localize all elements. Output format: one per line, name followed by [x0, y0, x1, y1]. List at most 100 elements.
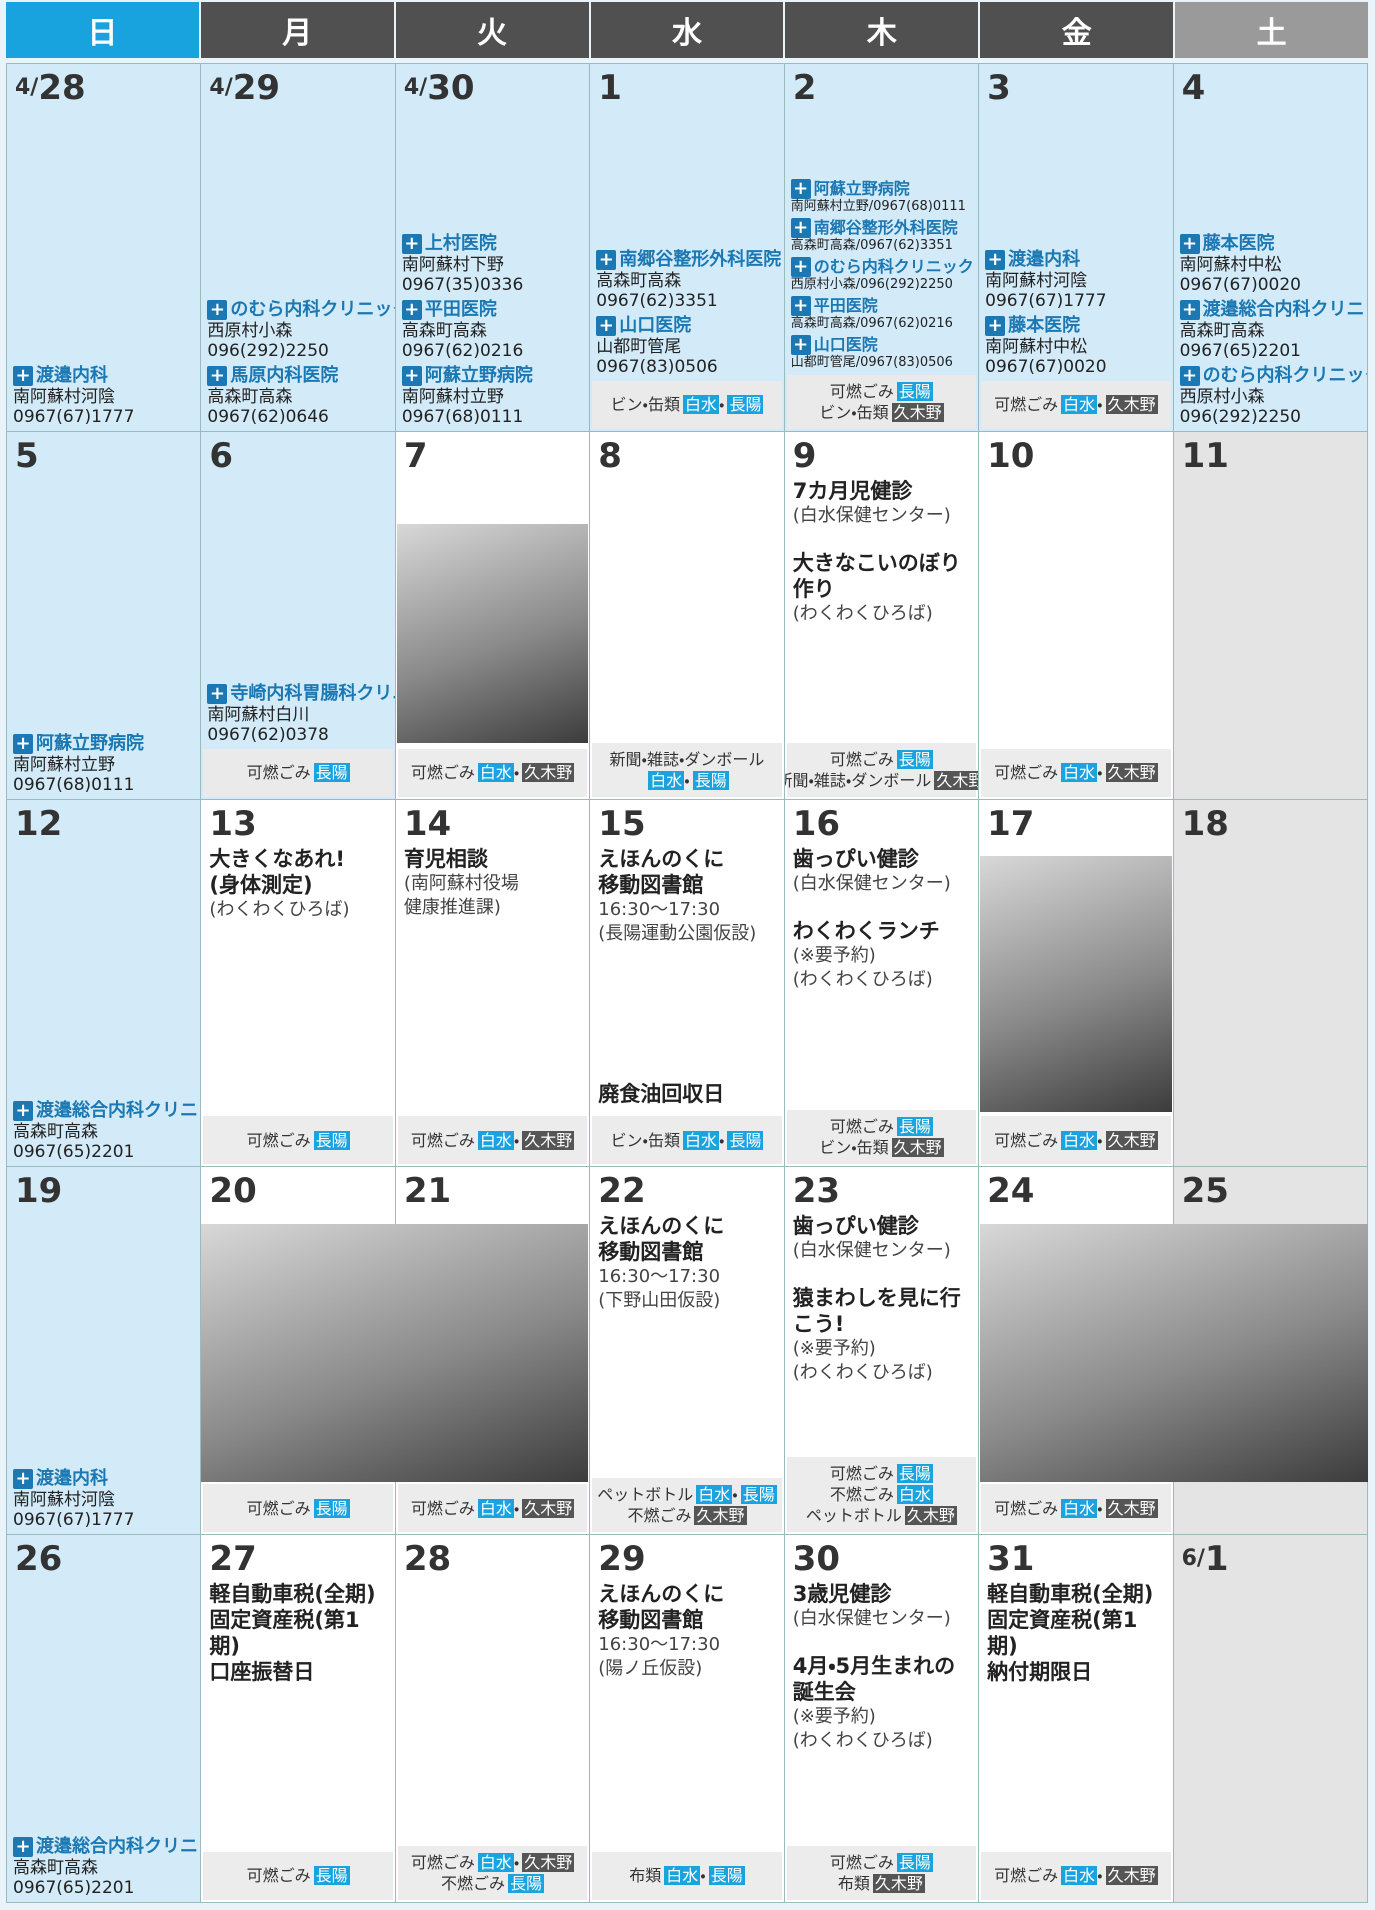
hospital-info: 0967(67)1777 [13, 406, 135, 427]
garbage-text: ビン・缶類 [610, 395, 680, 415]
hospital-info: 南阿蘇村立野/0967(68)0111 [790, 198, 966, 214]
garbage-text: 可燃ごみ [410, 1852, 475, 1872]
hospital-info: 0967(35)0336 [401, 274, 524, 295]
event-title: 7カ月児健診 [792, 478, 913, 503]
garbage: 可燃ごみ 白水・久木野 不燃ごみ 長陽 [397, 1845, 588, 1900]
day-number: 28 [38, 68, 86, 108]
event-title: 育児相談 [403, 846, 488, 871]
hospital-info: 0967(65)2201 [13, 1877, 135, 1898]
garbage-row: ビン・缶類 久木野 [819, 1137, 944, 1158]
garbage-text: 可燃ごみ [246, 763, 311, 783]
spacer [1174, 844, 1367, 1167]
hospital-name: 山口医院 [596, 315, 777, 337]
event-detail: (下野山田仮設) [598, 1290, 721, 1312]
hospital-name: 藤本医院 [985, 315, 1166, 337]
date: 9 [785, 432, 978, 476]
date: 7 [396, 432, 589, 476]
area-tag: 長陽 [896, 381, 933, 401]
hospital-info: 096(292)2250 [207, 340, 329, 361]
note: 廃食油回収日 [598, 1082, 725, 1107]
garbage-text: 可燃ごみ [829, 1464, 894, 1484]
garbage-text: 可燃ごみ [829, 1117, 894, 1137]
weekday: 火 [395, 2, 589, 58]
area-tag: 長陽 [896, 1117, 933, 1137]
day-number: 10 [987, 435, 1035, 476]
day-cell: 9 7カ月児健診 (白水保健センター) 大きなこいのぼり作り (わくわくひろば) 可燃ごみ… [784, 431, 979, 799]
garbage-row: 布類 白水・長陽 [629, 1865, 745, 1886]
event: 歯っぴい健診 (白水保健センター) [793, 1213, 970, 1263]
garbage: ビン・缶類 白水・長陽 [592, 380, 782, 429]
garbage: 可燃ごみ 白水・久木野 [981, 748, 1171, 797]
area-tag: 長陽 [896, 749, 933, 769]
garbage-text: ビン・缶類 [819, 1138, 889, 1158]
event-title: 猿まわしを見に行こう! [792, 1286, 961, 1337]
hospital-info: 高森町高森 [207, 386, 293, 407]
spacer [7, 476, 200, 729]
garbage-text: 可燃ごみ [246, 1498, 311, 1518]
events: えほんのくに 移動図書館 16:30〜17:30 (下野山田仮設) [590, 1211, 783, 1337]
event-title: えほんのくに [598, 846, 725, 871]
area-tag: 久木野 [904, 1506, 957, 1526]
day-number: 13 [209, 803, 257, 844]
event-detail: (白水保健センター) [792, 1240, 951, 1262]
event: 猿まわしを見に行こう! (※要予約) (わくわくひろば) [793, 1285, 970, 1385]
spacer [201, 476, 394, 679]
garbage-text: 可燃ごみ [994, 1866, 1059, 1886]
garbage-text: ビン・缶類 [610, 1130, 680, 1150]
hospitals: 南郷谷整形外科医院高森町高森0967(62)3351山口医院山都町管尾0967(… [590, 245, 783, 381]
hospital: 渡邉総合内科クリニック高森町高森0967(65)2201 [1180, 299, 1367, 361]
garbage-text: ・ [513, 1130, 520, 1150]
garbage-row: 可燃ごみ 長陽 [247, 1130, 350, 1151]
garbage-text: 可燃ごみ [829, 1852, 894, 1872]
day-cell: 4藤本医院南阿蘇村中松0967(67)0020渡邉総合内科クリニック高森町高森0… [1173, 64, 1367, 431]
spacer [201, 946, 394, 1117]
area-tag: 長陽 [313, 763, 350, 783]
garbage: 可燃ごみ 長陽 ビン・缶類 久木野 [786, 374, 977, 429]
event-detail: (白水保健センター) [792, 504, 951, 526]
event: 軽自動車税(全期) 固定資産税(第1期) 口座振替日 [209, 1581, 386, 1685]
event-detail: (※要予約) [792, 1338, 876, 1360]
event-detail: 16:30〜17:30 [598, 1634, 721, 1656]
day-number: 30 [427, 68, 475, 108]
area-tag: 久木野 [891, 1138, 944, 1158]
hospital-name: 南郷谷整形外科医院 [596, 249, 781, 271]
area-tag: 久木野 [1105, 395, 1158, 415]
garbage-text: ・ [513, 1498, 520, 1518]
event: 4月・5月生まれの誕生会 (※要予約) (わくわくひろば) [793, 1653, 970, 1753]
area-tag: 白水 [477, 763, 514, 783]
garbage: 可燃ごみ 長陽 不燃ごみ 白水 ペットボトル 久木野 [786, 1457, 977, 1533]
garbage-row: 可燃ごみ 白水・久木野 [411, 1498, 575, 1519]
date: 31 [979, 1535, 1172, 1579]
area-tag: 白水 [477, 1498, 514, 1518]
date: 4/29 [201, 64, 394, 108]
garbage-row: 不燃ごみ 久木野 [627, 1505, 747, 1526]
garbage: 可燃ごみ 長陽 新聞・雑誌・ダンボール 久木野 [785, 742, 979, 797]
hospital: 渡邉総合内科クリニック高森町高森0967(65)2201 [13, 1836, 200, 1898]
date: 14 [396, 800, 589, 844]
garbage-row: 可燃ごみ 長陽 [830, 1463, 933, 1484]
event-title: 歯っぴい健診 [792, 846, 919, 871]
day-cell: 2阿蘇立野病院南阿蘇村立野/0967(68)0111南郷谷整形外科医院高森町高森… [784, 64, 979, 431]
hospital-name: 渡邉内科 [13, 365, 194, 387]
area-tag: 長陽 [708, 1866, 745, 1886]
event-title: 移動図書館 [598, 1608, 704, 1633]
garbage-text: ペットボトル [805, 1506, 902, 1526]
day-number: 29 [598, 1539, 646, 1580]
hospital: 寺崎内科胃腸科クリニック南阿蘇村白川0967(62)0378 [207, 683, 394, 745]
garbage-text: ・ [1097, 1498, 1103, 1518]
day-number: 17 [987, 803, 1035, 844]
date: 13 [201, 800, 394, 844]
hospital-info: 0967(67)0020 [985, 356, 1107, 377]
spacer [201, 1709, 394, 1852]
day-number: 29 [232, 68, 281, 108]
garbage-row: ビン・缶類 白水・長陽 [611, 1130, 764, 1151]
garbage-row: 可燃ごみ 白水・久木野 [411, 762, 575, 783]
event-detail: 16:30〜17:30 [598, 898, 721, 920]
garbage-text: 可燃ごみ [994, 395, 1059, 415]
